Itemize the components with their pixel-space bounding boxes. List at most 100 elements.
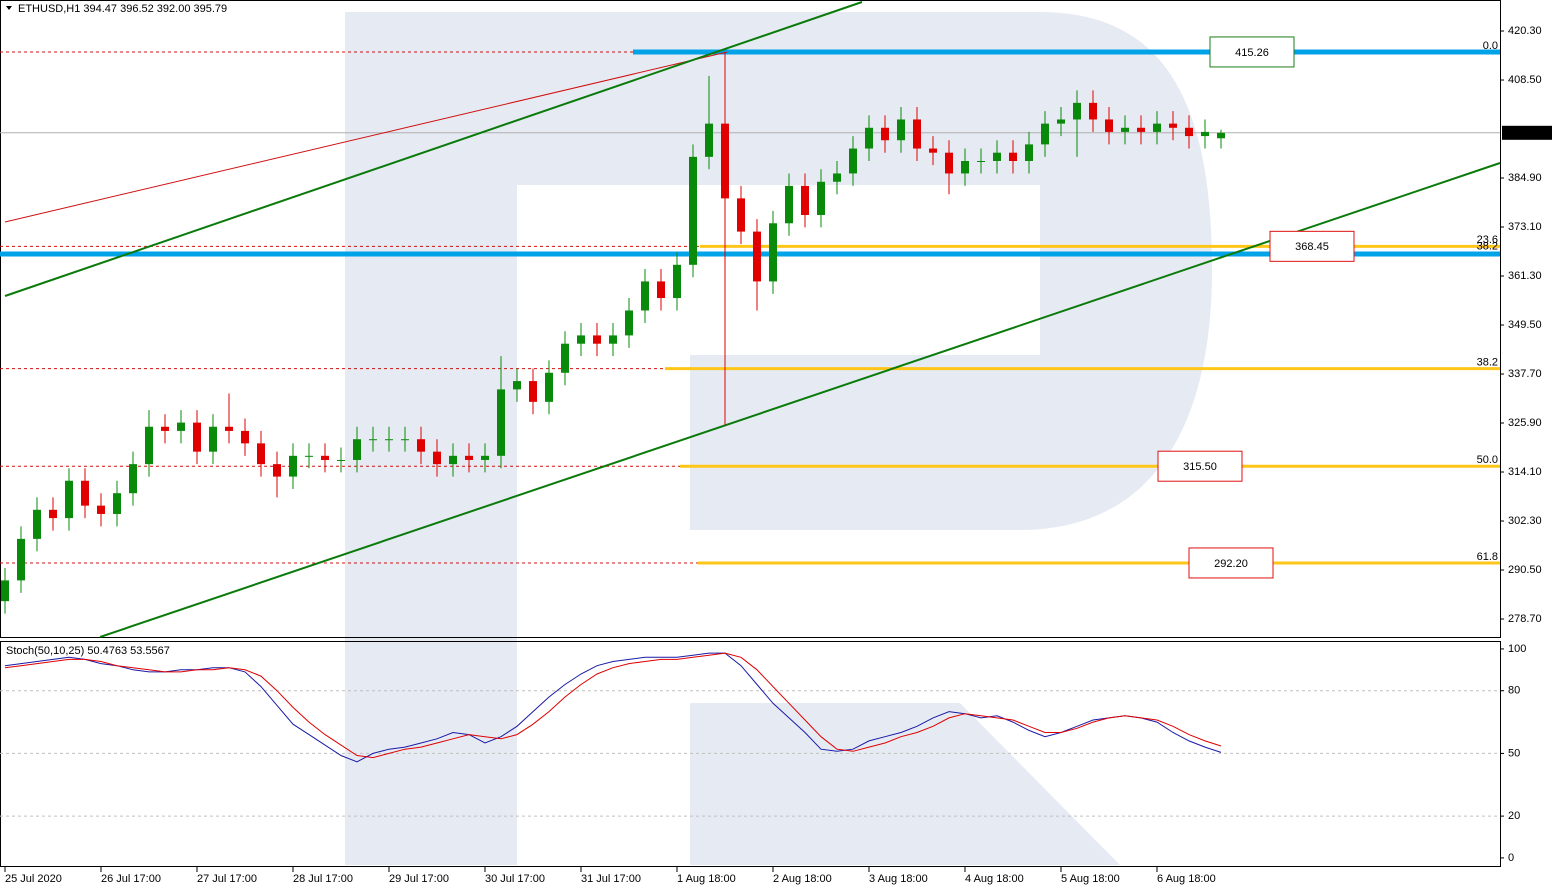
candle-body	[1185, 127, 1193, 137]
candle-body	[465, 455, 473, 460]
y-tick-label: 314.10	[1508, 466, 1542, 478]
candle-body	[561, 343, 569, 373]
candle-body	[1105, 119, 1113, 132]
candle-body	[785, 185, 793, 224]
candle-body	[977, 160, 985, 162]
fib-label: 0.0	[1483, 40, 1498, 52]
candle-body	[257, 443, 265, 465]
candle-body	[17, 538, 25, 581]
last-price-box	[1502, 125, 1552, 140]
x-tick-label: 4 Aug 18:00	[965, 873, 1024, 885]
candle-body	[113, 493, 121, 514]
red-trendline	[4, 51, 728, 223]
price-label-box	[1269, 230, 1355, 262]
candle-body	[1153, 123, 1161, 132]
price-label: 315.50	[1183, 461, 1217, 473]
candle-body	[161, 426, 169, 431]
y-tick-label: 290.50	[1508, 564, 1542, 576]
candle-body	[593, 335, 601, 344]
candle-body	[801, 185, 809, 215]
x-tick-label: 29 Jul 17:00	[389, 873, 449, 885]
candle-body	[289, 455, 297, 477]
stoch-line	[4, 652, 1222, 763]
candle-body	[273, 464, 281, 477]
candle-body	[945, 152, 953, 174]
candle-body	[753, 231, 761, 282]
candle-body	[1009, 152, 1017, 161]
candle-body	[545, 372, 553, 402]
watermark-stem	[345, 12, 517, 865]
candle-body	[993, 152, 1001, 161]
candle-body	[1137, 127, 1145, 132]
candle-body	[145, 426, 153, 465]
candle-body	[65, 480, 73, 519]
candle-body	[321, 455, 329, 460]
chart-title: ETHUSD,H1 394.47 396.52 392.00 395.79	[18, 3, 227, 15]
candle-body	[1073, 102, 1081, 120]
price-label: 415.26	[1235, 47, 1269, 59]
overlay: 415.26 368.45 315.50 292.20	[1157, 36, 1355, 579]
x-tick-label: 27 Jul 17:00	[197, 873, 257, 885]
stoch-title: Stoch(50,10,25) 50.4763 53.5567	[6, 645, 170, 657]
fib-label: 38.2	[1477, 240, 1498, 252]
candle-body	[433, 451, 441, 465]
stoch-y-tick-label: 100	[1508, 643, 1526, 655]
stoch-y-tick-label: 50	[1508, 747, 1520, 759]
fib-label: 23.6	[1477, 234, 1498, 246]
candle-body	[1057, 119, 1065, 124]
fib-label: 50.0	[1477, 454, 1498, 466]
candle-body	[449, 455, 457, 465]
x-tick-label: 5 Aug 18:00	[1061, 873, 1120, 885]
candle-body	[817, 181, 825, 215]
fib-label: 61.8	[1477, 551, 1498, 563]
candle-body	[97, 505, 105, 514]
stoch-y-tick-label: 80	[1508, 685, 1520, 697]
x-tick-label: 3 Aug 18:00	[869, 873, 928, 885]
y-tick-label: 337.70	[1508, 368, 1542, 380]
candle-body	[369, 439, 377, 441]
last-price-label: 395.79	[1507, 127, 1541, 139]
candle-body	[881, 127, 889, 141]
watermark-bowl	[517, 12, 1212, 530]
candle-body	[833, 173, 841, 182]
candle-body	[529, 381, 537, 402]
price-label-box	[1209, 36, 1295, 68]
price-label-box	[1188, 547, 1274, 579]
candle-body	[401, 439, 409, 441]
x-tick-label: 30 Jul 17:00	[485, 873, 545, 885]
candle-body	[417, 439, 425, 452]
y-tick-label: 408.50	[1508, 74, 1542, 86]
candle-body	[625, 310, 633, 336]
price-label: 368.45	[1295, 241, 1329, 253]
price-label-box	[1157, 450, 1243, 482]
price-label: 292.20	[1214, 558, 1248, 570]
stoch-line	[4, 652, 1222, 759]
stoch-y-tick-label: 20	[1508, 810, 1520, 822]
candles	[1, 51, 1225, 614]
candle-body	[209, 426, 217, 452]
main-panel	[0, 0, 1501, 638]
y-tick-label: 420.30	[1508, 25, 1542, 37]
x-tick-label: 2 Aug 18:00	[773, 873, 832, 885]
candle-body	[49, 509, 57, 519]
candle-body	[33, 509, 41, 539]
candle-body	[1217, 132, 1225, 139]
candle-body	[689, 156, 697, 265]
x-tick-label: 6 Aug 18:00	[1157, 873, 1216, 885]
x-tick-label: 26 Jul 17:00	[101, 873, 161, 885]
candle-body	[961, 160, 969, 174]
candle-body	[1201, 131, 1209, 137]
candle-body	[577, 335, 585, 344]
candle-body	[1, 580, 9, 602]
candle-body	[769, 223, 777, 282]
x-tick-label: 28 Jul 17:00	[293, 873, 353, 885]
candle-body	[1121, 127, 1129, 132]
candle-body	[81, 480, 89, 506]
candle-body	[737, 198, 745, 232]
candle-body	[513, 381, 521, 390]
candle-body	[193, 422, 201, 452]
candle-body	[241, 430, 249, 444]
candle-body	[177, 422, 185, 431]
y-tick-label: 325.90	[1508, 417, 1542, 429]
candle-body	[497, 389, 505, 456]
